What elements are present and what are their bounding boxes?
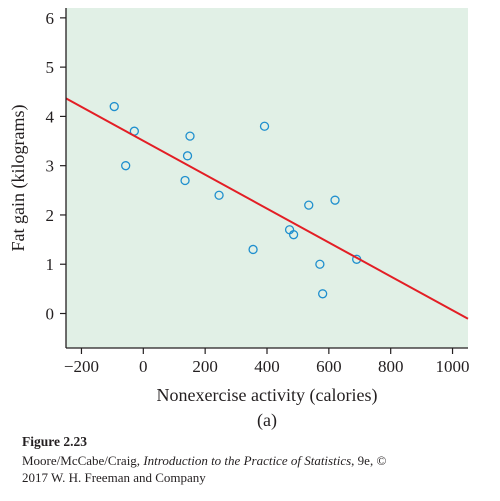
data-point: [185, 131, 195, 141]
x-axis-title: Nonexercise activity (calories): [157, 385, 378, 406]
data-point: [259, 121, 270, 131]
data-point: [214, 190, 224, 200]
data-point: [315, 259, 325, 269]
x-tick-label: 0: [139, 357, 148, 376]
x-tick-label: −200: [64, 357, 99, 376]
x-tick-label: 400: [254, 357, 280, 376]
y-tick-label: 1: [46, 255, 55, 274]
y-tick-label: 6: [46, 9, 55, 28]
data-point: [248, 244, 258, 255]
caption-authors: Moore/McCabe/Craig,: [22, 453, 144, 468]
data-point: [121, 161, 131, 171]
panel-label: (a): [257, 410, 277, 430]
plot-area: [66, 8, 468, 348]
axis-ticks: −200 0 200 400 600 800 1000 0 1 2 3 4 5 6: [46, 9, 470, 376]
y-tick-label: 5: [46, 58, 55, 77]
data-point: [330, 195, 340, 205]
x-tick-label: 200: [192, 357, 218, 376]
data-point: [182, 151, 193, 161]
x-tick-label: 600: [316, 357, 342, 376]
y-tick-label: 3: [46, 157, 55, 176]
data-point: [318, 289, 328, 299]
data-point: [288, 230, 299, 240]
x-tick-label: 1000: [436, 357, 470, 376]
y-tick-label: 2: [46, 206, 55, 225]
figure-label: Figure 2.23: [22, 434, 87, 449]
y-axis-title: Fat gain (kilograms): [8, 105, 29, 252]
data-point: [109, 101, 119, 112]
data-point: [304, 200, 314, 210]
y-tick-label: 4: [46, 107, 55, 126]
figure-caption: Moore/McCabe/Craig, Introduction to the …: [22, 452, 386, 486]
caption-copyright: 2017 W. H. Freeman and Company: [22, 470, 206, 485]
scatter-chart: −200 0 200 400 600 800 1000 0 1 2 3 4 5 6 Nonexercise…: [8, 8, 470, 430]
regression-line: [65, 97, 469, 320]
caption-book-title: Introduction to the Practice of Statisti…: [143, 453, 352, 468]
y-tick-label: 0: [46, 305, 55, 324]
x-tick-label: 800: [378, 357, 404, 376]
data-point: [180, 175, 190, 186]
caption-edition: , 9e, ©: [351, 453, 387, 468]
